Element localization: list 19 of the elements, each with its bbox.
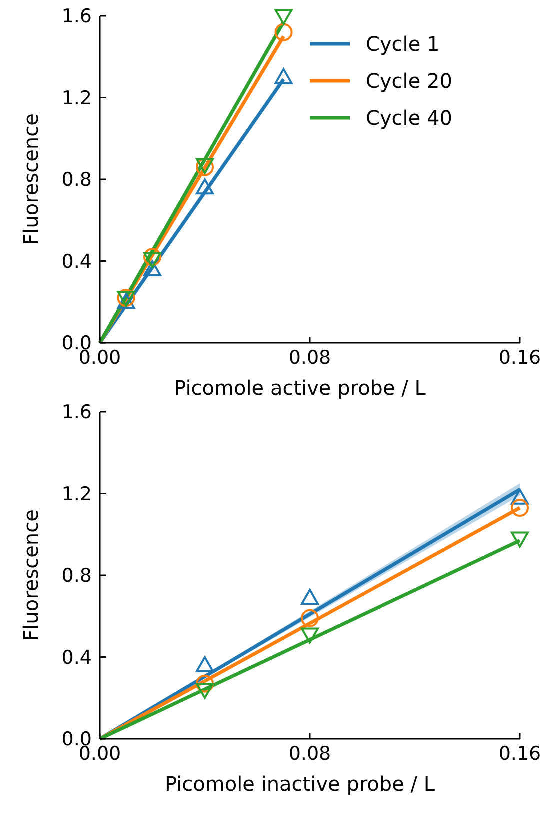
legend-label: Cycle 1 [366, 32, 440, 56]
x-tick-label: 0.08 [288, 347, 332, 369]
legend-label: Cycle 20 [366, 69, 452, 93]
y-axis-title: Fluorescence [19, 114, 43, 246]
y-tick-label: 0.8 [62, 169, 92, 192]
legend-label: Cycle 40 [366, 106, 452, 130]
y-tick-label: 0.8 [62, 565, 92, 588]
y-tick-label: 1.2 [62, 87, 92, 110]
x-tick-label: 0.16 [498, 743, 542, 765]
y-tick-label: 1.6 [62, 6, 92, 28]
y-tick-label: 1.2 [62, 483, 92, 506]
y-tick-label: 0.4 [62, 646, 92, 669]
x-axis-title: Picomole inactive probe / L [164, 772, 436, 796]
x-tick-label: 0.08 [288, 743, 332, 765]
y-tick-label: 1.6 [62, 402, 92, 424]
y-tick-label: 0.4 [62, 250, 92, 273]
x-tick-label: 0.16 [498, 347, 542, 369]
x-axis-title: Picomole active probe / L [174, 376, 427, 400]
y-axis-title: Fluorescence [19, 510, 43, 642]
